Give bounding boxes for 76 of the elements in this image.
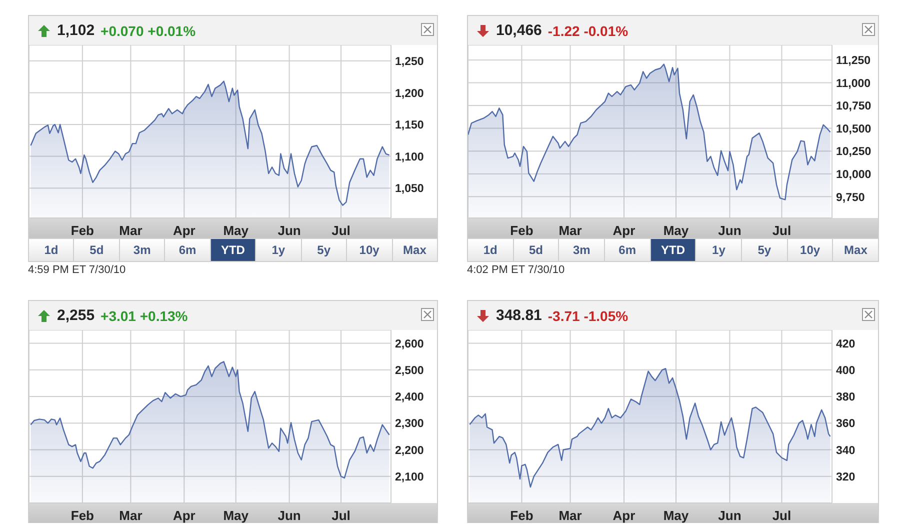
y-tick-label: 11,000	[836, 78, 871, 90]
text: 5y	[300, 239, 346, 261]
y-tick-label: 10,250	[836, 146, 872, 158]
x-tick-label: Apr	[612, 223, 636, 238]
text: 5d	[73, 239, 119, 261]
x-tick-label: Mar	[119, 508, 142, 524]
y-tick-label: 340	[836, 444, 856, 457]
text: 10y	[786, 239, 832, 261]
chart-title: 348.81	[496, 307, 542, 324]
chart-subtitle: -3.71 -1.05%	[548, 308, 628, 324]
x-tick-label: Apr	[172, 508, 196, 524]
x-tick-label: Feb	[510, 223, 534, 238]
x-tick-label: Jun	[718, 223, 742, 238]
text: 1y	[695, 239, 742, 261]
y-tick-label: 380	[836, 392, 856, 404]
y-tick-label: 1,250	[395, 56, 424, 68]
text: 5d	[512, 239, 558, 261]
text: 10y	[346, 239, 392, 261]
x-tick-label: Mar	[558, 508, 582, 524]
y-tick-label: 10,750	[836, 100, 872, 113]
y-tick-label: 2,200	[395, 444, 424, 457]
x-tick-label: Jul	[332, 223, 350, 238]
x-tick-label: Jul	[332, 508, 350, 524]
text: 1y	[255, 239, 301, 261]
chart-subtitle: +3.01 +0.13%	[100, 308, 188, 324]
y-tick-label: 2,500	[395, 365, 424, 378]
x-tick-label: May	[223, 223, 250, 238]
text: YTD	[650, 239, 696, 261]
x-tick-label: Jul	[772, 223, 792, 238]
x-tick-label: Jun	[718, 508, 742, 524]
text: 1d	[468, 239, 513, 261]
chart-subtitle: +0.070 +0.01%	[100, 22, 196, 38]
y-tick-label: 420	[836, 338, 856, 350]
x-tick-label: Feb	[510, 508, 534, 524]
y-tick-label: 400	[836, 365, 856, 378]
text: 6m	[164, 239, 210, 261]
chart-title: 2,255	[57, 307, 95, 324]
text: 3m	[118, 239, 164, 261]
chart-title: 1,102	[57, 22, 95, 39]
x-tick-label: May	[663, 508, 690, 524]
text: 5y	[741, 239, 787, 261]
text: YTD	[210, 239, 256, 261]
y-tick-label: 2,400	[395, 392, 424, 404]
x-tick-label: Jun	[278, 508, 301, 524]
y-tick-label: 10,000	[836, 168, 872, 181]
text: Max	[832, 239, 878, 261]
x-tick-label: Mar	[119, 223, 142, 238]
text: Max	[392, 239, 437, 261]
y-tick-label: 1,200	[395, 88, 424, 100]
y-tick-label: 1,150	[395, 120, 424, 132]
x-tick-label: Feb	[70, 223, 94, 238]
x-tick-label: Jul	[772, 508, 792, 524]
text: 1d	[29, 239, 74, 261]
x-tick-label: May	[663, 223, 690, 238]
y-tick-label: 11,250	[836, 55, 871, 68]
x-tick-label: Jun	[278, 223, 301, 238]
y-tick-label: 2,600	[395, 338, 424, 350]
y-tick-label: 360	[836, 418, 856, 430]
x-tick-label: Apr	[612, 508, 636, 524]
y-tick-label: 2,300	[395, 418, 424, 430]
x-tick-label: Mar	[558, 223, 582, 238]
chart-subtitle: -1.22 -0.01%	[548, 22, 628, 38]
y-tick-label: 9,750	[836, 192, 865, 204]
text: 3m	[558, 239, 604, 261]
y-tick-label: 1,050	[395, 183, 424, 196]
text: 4:02 PM ET 7/30/10	[467, 264, 566, 276]
chart-title: 10,466	[496, 22, 542, 39]
text: 6m	[604, 239, 650, 261]
y-tick-label: 1,100	[395, 151, 424, 164]
y-tick-label: 2,100	[395, 471, 424, 484]
y-tick-label: 320	[836, 471, 856, 484]
x-tick-label: Feb	[70, 508, 94, 524]
x-tick-label: Apr	[172, 223, 196, 238]
text: 4:59 PM ET 7/30/10	[28, 264, 127, 276]
y-tick-label: 10,500	[836, 123, 872, 136]
x-tick-label: May	[223, 508, 250, 524]
